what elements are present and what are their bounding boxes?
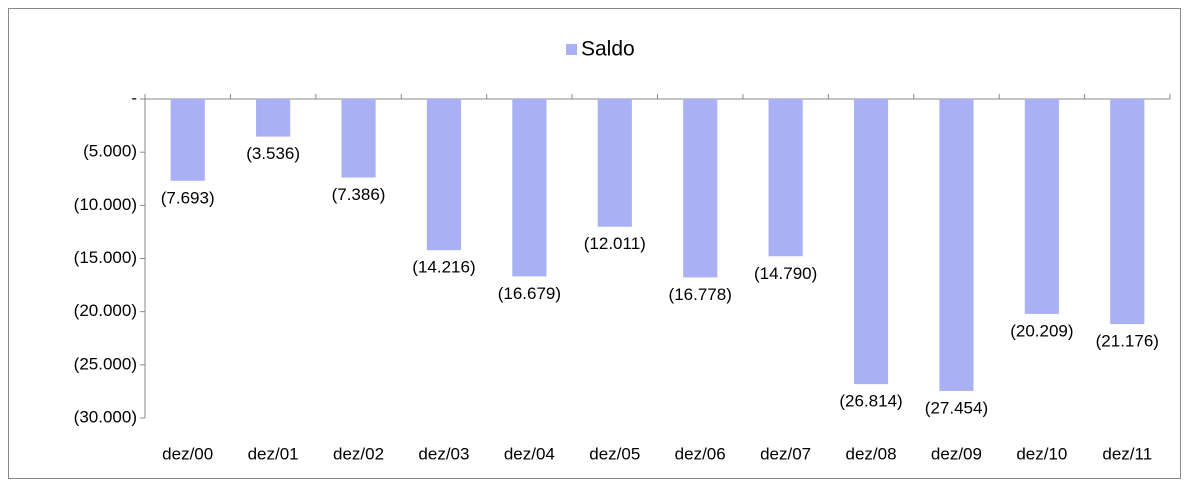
x-tick-label: dez/11	[1102, 444, 1152, 463]
data-label: (21.176)	[1096, 332, 1159, 351]
bar	[341, 99, 376, 178]
data-label: (14.216)	[412, 258, 475, 277]
legend-label: Saldo	[581, 38, 635, 61]
bar	[1110, 99, 1145, 325]
x-tick-label: dez/01	[248, 444, 299, 463]
bar	[939, 99, 974, 391]
x-tick-label: dez/04	[504, 444, 555, 463]
x-tick-label: dez/08	[846, 444, 897, 463]
x-tick-label: dez/03	[418, 444, 469, 463]
data-label: (14.790)	[754, 264, 817, 283]
data-label: (7.693)	[161, 188, 215, 207]
x-tick-label: dez/06	[675, 444, 726, 463]
bar	[1024, 99, 1059, 314]
data-label: (16.778)	[669, 285, 732, 304]
x-tick-label: dez/10	[1016, 444, 1067, 463]
y-tick-label: (5.000)	[83, 142, 137, 161]
x-tick-label: dez/05	[589, 444, 640, 463]
bar	[853, 99, 889, 385]
legend-swatch	[566, 44, 577, 55]
x-tick-label: dez/02	[333, 444, 384, 463]
bar	[768, 99, 803, 257]
x-tick-label: dez/07	[760, 444, 811, 463]
data-label: (27.454)	[925, 398, 988, 417]
data-label: (7.386)	[332, 185, 386, 204]
y-tick-label: (15.000)	[74, 248, 137, 267]
data-label: (12.011)	[584, 234, 646, 253]
y-tick-label: -	[131, 88, 137, 107]
bar	[256, 99, 291, 137]
bar	[170, 99, 205, 181]
data-label: (3.536)	[246, 144, 300, 163]
y-tick-label: (25.000)	[74, 354, 137, 373]
bar	[512, 99, 547, 277]
data-label: (26.814)	[839, 392, 902, 411]
y-tick-label: (30.000)	[74, 407, 137, 426]
x-tick-label: dez/09	[931, 444, 982, 463]
bar	[683, 99, 718, 278]
y-tick-label: (20.000)	[74, 301, 137, 320]
y-tick-label: (10.000)	[74, 195, 137, 214]
bar	[426, 99, 462, 251]
x-tick-label: dez/00	[162, 444, 213, 463]
chart-border	[8, 8, 1181, 479]
data-label: (20.209)	[1010, 321, 1073, 340]
bar	[597, 99, 632, 227]
data-label: (16.679)	[498, 284, 561, 303]
